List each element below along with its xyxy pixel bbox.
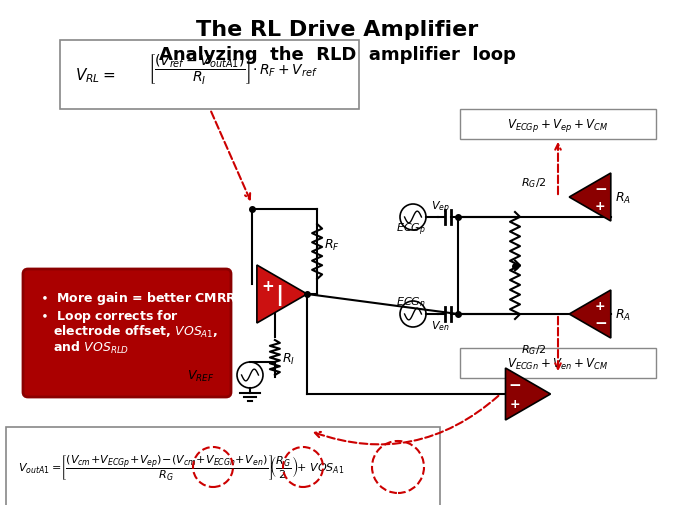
Text: −: −	[508, 377, 521, 392]
Text: +: +	[509, 397, 520, 410]
Text: +: +	[595, 200, 606, 213]
Polygon shape	[570, 290, 611, 338]
Text: $R_I$: $R_I$	[282, 351, 295, 366]
Text: $V_{ECGn} + V_{en} + V_{CM}$: $V_{ECGn} + V_{en} + V_{CM}$	[508, 356, 609, 371]
Text: $\bullet$  Loop corrects for: $\bullet$ Loop corrects for	[40, 308, 179, 324]
Text: $R_G/2$: $R_G/2$	[521, 176, 547, 189]
Text: Analyzing  the  RLD  amplifier  loop: Analyzing the RLD amplifier loop	[158, 46, 516, 64]
Text: −: −	[594, 316, 607, 330]
Text: |: |	[276, 284, 284, 305]
Text: $V_{en}$: $V_{en}$	[431, 319, 450, 332]
Text: $V_{ep}$: $V_{ep}$	[431, 199, 450, 216]
Polygon shape	[570, 174, 611, 222]
Polygon shape	[257, 266, 307, 323]
Text: $V_{RL}=$: $V_{RL}=$	[75, 67, 115, 85]
FancyBboxPatch shape	[23, 270, 231, 397]
FancyBboxPatch shape	[460, 110, 656, 140]
FancyBboxPatch shape	[60, 41, 359, 110]
Text: $\left[\dfrac{(V_{ref} - V_{outA1})}{R_I}\right]\!\cdot R_F + V_{ref}$: $\left[\dfrac{(V_{ref} - V_{outA1})}{R_I…	[148, 53, 318, 87]
Text: $R_A$: $R_A$	[615, 307, 631, 322]
FancyBboxPatch shape	[6, 427, 440, 505]
Text: $\bullet$  More gain = better CMRR: $\bullet$ More gain = better CMRR	[40, 289, 237, 307]
Text: +: +	[595, 299, 606, 312]
Text: $V_{ECGp} + V_{ep} + V_{CM}$: $V_{ECGp} + V_{ep} + V_{CM}$	[508, 116, 609, 133]
Text: $V_{REF}$: $V_{REF}$	[187, 368, 214, 383]
Text: electrode offset, $VOS_{A1}$,: electrode offset, $VOS_{A1}$,	[40, 323, 218, 339]
Text: $R_F$: $R_F$	[324, 237, 340, 252]
Text: −: −	[594, 181, 607, 196]
Text: $R_G/2$: $R_G/2$	[521, 342, 547, 356]
Polygon shape	[506, 368, 551, 420]
Text: and $VOS_{RLD}$: and $VOS_{RLD}$	[40, 339, 129, 356]
Text: The RL Drive Amplifier: The RL Drive Amplifier	[196, 20, 478, 40]
Text: $ECG_p$: $ECG_p$	[396, 221, 426, 237]
Text: $V_{outA1} = \!\left[\dfrac{(V_{cm}\!+\!V_{ECGp}\!+\!V_{ep})\!-\!(V_{cm}\!+\!V_{: $V_{outA1} = \!\left[\dfrac{(V_{cm}\!+\!…	[18, 452, 344, 482]
FancyBboxPatch shape	[460, 348, 656, 378]
Text: +: +	[262, 278, 274, 293]
Text: $ECG_n$: $ECG_n$	[396, 294, 426, 308]
Text: $R_A$: $R_A$	[615, 190, 631, 205]
